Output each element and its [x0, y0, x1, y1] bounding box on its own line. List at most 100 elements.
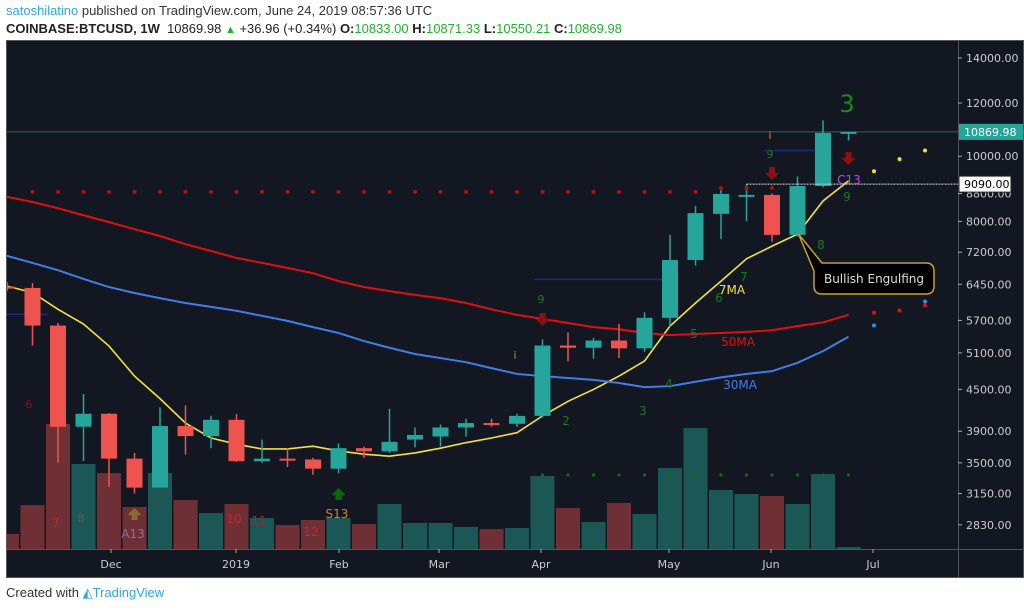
y-tick-label: 10000.00 [966, 150, 1019, 163]
volume-bar [352, 524, 376, 549]
published-text: published on TradingView.com, June 24, 2… [81, 3, 433, 18]
resistance-dot [234, 189, 239, 194]
support-dot [693, 473, 698, 477]
annotation-label: 7MA [719, 283, 746, 297]
tradingview-link[interactable]: TradingView [92, 585, 165, 600]
candle-body [662, 259, 678, 318]
volume-bar [454, 527, 478, 549]
volume-bar [428, 523, 453, 549]
annotation-label: 30MA [723, 378, 758, 392]
x-tick-label: May [658, 558, 681, 571]
level-badge-text: 9090.00 [964, 178, 1010, 191]
resistance-dot [566, 189, 570, 194]
sell-arrow-down-icon [535, 313, 550, 326]
candle-body [636, 317, 653, 349]
ma-line-7ma [7, 180, 849, 458]
resistance-dot [209, 189, 213, 194]
annotation-label: 5 [690, 327, 698, 341]
resistance-dot [540, 189, 545, 194]
created-with-text: Created with [6, 585, 79, 600]
last-price-badge-text: 10869.98 [964, 126, 1017, 139]
resistance-dot [336, 189, 341, 194]
support-dot [795, 473, 800, 477]
annotation-label: 11 [251, 514, 266, 528]
y-tick-label: 3900.00 [966, 425, 1012, 438]
annotation-label: 8 [77, 511, 85, 525]
x-tick-label: 2019 [222, 558, 250, 571]
price-chart[interactable]: 6 7 8 A13 10 11 12 S13 i 9 2 3 4 5 6 7 9 i 8 9 3 C13 7MA 50MA 30… [7, 41, 1023, 577]
open-label: O: [339, 21, 355, 36]
plot-layer: 6 7 8 A13 10 11 12 S13 i 9 2 3 4 5 6 7 9 i 8 9 3 C13 7MA 50MA 30… [7, 90, 958, 549]
symbol: COINBASE:BTCUSD, 1W [6, 21, 160, 36]
annotation-label: 6 [26, 398, 33, 411]
volume-bar [760, 496, 784, 549]
x-tick-label: Jun [761, 558, 779, 571]
volume-bar [785, 504, 810, 549]
candle-body [75, 413, 92, 427]
annotation-label: 3 [639, 404, 647, 418]
resistance-dot [642, 189, 647, 194]
resistance-dot [515, 189, 519, 194]
y-tick-label: 3150.00 [966, 488, 1012, 501]
volume-bar [301, 520, 325, 549]
projection-dot [923, 303, 927, 308]
author-link[interactable]: satoshilatino [6, 3, 79, 18]
volume-bar [709, 490, 733, 549]
level-badge [958, 175, 1012, 193]
candle-body [203, 419, 219, 437]
candle-body [738, 194, 755, 197]
candle-body [560, 345, 576, 348]
last-price-badge [959, 123, 1023, 140]
volume-bar [7, 534, 19, 549]
volume-bar [505, 528, 529, 549]
annotation-label: 9 [767, 148, 774, 161]
annotation-label: i [513, 349, 516, 362]
y-tick-label: 12000.00 [966, 97, 1019, 110]
candle-body [840, 131, 857, 134]
annotation-label: 8 [817, 238, 825, 252]
tradingview-logo-icon: ◭ [82, 585, 93, 600]
high-value: 10871.33 [425, 21, 481, 36]
buy-arrow-up-icon [331, 488, 346, 500]
arrow-up-icon [127, 508, 142, 520]
annotation-label: 4 [665, 377, 673, 391]
volume-bar [734, 494, 759, 549]
y-tick-label: 7200.00 [966, 246, 1012, 259]
y-tick-label: 5100.00 [966, 347, 1012, 360]
candle-body [458, 423, 474, 428]
resistance-dot [107, 189, 111, 194]
annotation-label: 7 [740, 270, 748, 284]
candle-body [279, 458, 296, 461]
resistance-dot [617, 189, 621, 194]
volume-bar [71, 464, 96, 549]
y-tick-label: 2830.00 [966, 519, 1012, 532]
annotation-label: 2 [562, 414, 570, 428]
resistance-dot [260, 189, 264, 194]
resistance-dot [668, 189, 672, 194]
volume-bar [530, 476, 555, 549]
chart-area[interactable]: 6 7 8 A13 10 11 12 S13 i 9 2 3 4 5 6 7 9 i 8 9 3 C13 7MA 50MA 30… [6, 40, 1024, 578]
resistance-dot [311, 189, 315, 194]
y-tick-label: 5700.00 [966, 314, 1012, 327]
projection-dot [897, 308, 902, 313]
candle-body [407, 434, 423, 440]
sell-arrow-down-icon [765, 167, 779, 180]
candle-body [611, 340, 627, 349]
annotation-label: 6 [715, 291, 723, 305]
x-tick-label: Mar [429, 558, 450, 571]
volume-bar [632, 514, 657, 549]
candle-body [432, 427, 449, 437]
annotation-label: C13 [837, 173, 861, 187]
low-label: L: [483, 21, 497, 36]
support-dot [770, 473, 774, 477]
projection-dot [872, 323, 876, 328]
bullish-engulfing-callout [797, 233, 935, 295]
annotation-label: 9 [538, 293, 545, 306]
support-dot [846, 473, 851, 477]
up-triangle-icon: ▲ [224, 24, 236, 36]
annotation-label: 7 [52, 516, 60, 530]
resistance-dot [489, 189, 494, 194]
resistance-dot [591, 189, 596, 194]
volume-bar [275, 525, 300, 549]
candle-body [254, 458, 270, 462]
